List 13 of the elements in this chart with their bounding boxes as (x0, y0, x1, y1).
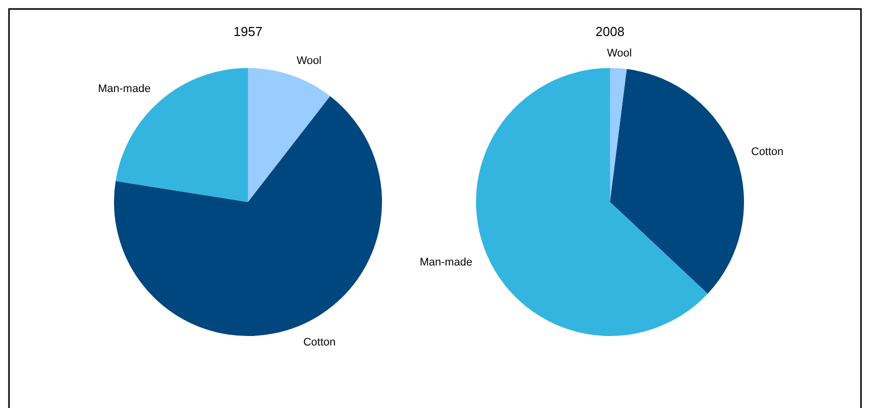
slice-label: Wool (606, 47, 632, 60)
pie-slice (248, 68, 330, 202)
pie-slice (610, 69, 744, 294)
slice-label: Wool (296, 55, 322, 68)
slice-label: Cotton (751, 146, 784, 158)
chart-title: 1957 (234, 24, 262, 39)
pie-slice (610, 68, 627, 202)
slice-label: Man-made (420, 256, 472, 269)
slice-label: Cotton (303, 336, 336, 348)
slice-label: Man-made (98, 82, 151, 95)
pie-slice (114, 96, 382, 336)
pie-slice (476, 68, 708, 336)
chart-title: 2008 (596, 24, 624, 39)
